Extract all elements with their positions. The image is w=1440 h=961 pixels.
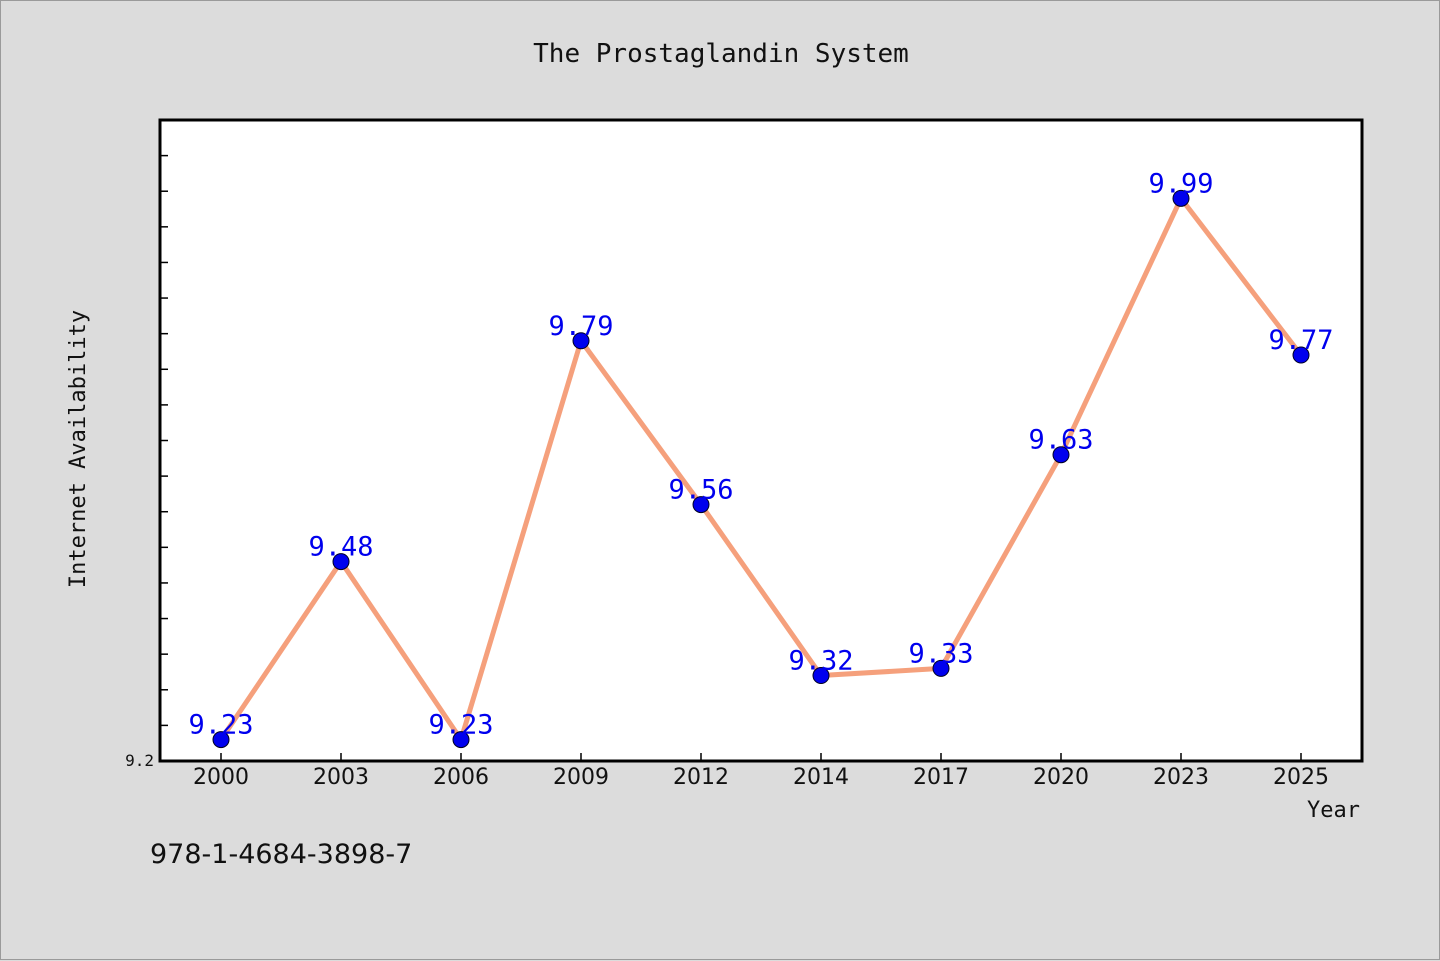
x-tick-label: 2006 [433,765,489,790]
x-tick-label: 2003 [313,765,369,790]
chart-title: The Prostaglandin System [533,39,909,69]
x-tick-label: 2023 [1153,765,1209,790]
data-point [1052,446,1070,464]
data-point [1172,189,1190,207]
data-label: 9.23 [428,710,493,741]
x-tick-label: 2014 [793,765,849,790]
data-point [692,496,710,514]
y-axis-ticks: 9.2 [125,154,168,770]
data-label: 9.99 [1148,168,1213,199]
data-point [572,332,590,350]
x-axis-title: Year [1307,798,1360,823]
data-label: 9.63 [1028,425,1093,456]
data-point [812,667,830,685]
data-point [332,553,350,571]
isbn-footnote: 978-1-4684-3898-7 [150,839,412,870]
data-point [1292,346,1310,364]
x-tick-label: 2000 [193,765,249,790]
data-label: 9.77 [1268,325,1333,356]
data-label: 9.48 [308,532,373,563]
data-label: 9.23 [188,710,253,741]
y-axis-title: Internet Availability [66,310,91,588]
data-label: 9.56 [668,475,733,506]
x-tick-label: 2012 [673,765,729,790]
data-label: 9.32 [788,646,853,677]
x-tick-label: 2020 [1033,765,1089,790]
data-label: 9.79 [548,311,613,342]
x-axis-ticks: 2000 2003 2006 2009 2012 2014 2017 2020 2023 2025 [193,753,1329,790]
x-tick-label: 2017 [913,765,969,790]
data-point [932,659,950,677]
plot-area [158,118,1364,763]
x-tick-label: 2009 [553,765,609,790]
x-tick-label: 2025 [1273,765,1329,790]
series-line [218,195,1304,743]
data-point [212,731,230,749]
series-layer: 9.23 9.48 9.23 9.79 9.56 9.32 9.33 9.63 9.99 9.77 [188,168,1334,749]
y-tick-label: 9.2 [125,751,154,770]
data-label: 9.33 [908,638,973,669]
data-point [452,731,470,749]
